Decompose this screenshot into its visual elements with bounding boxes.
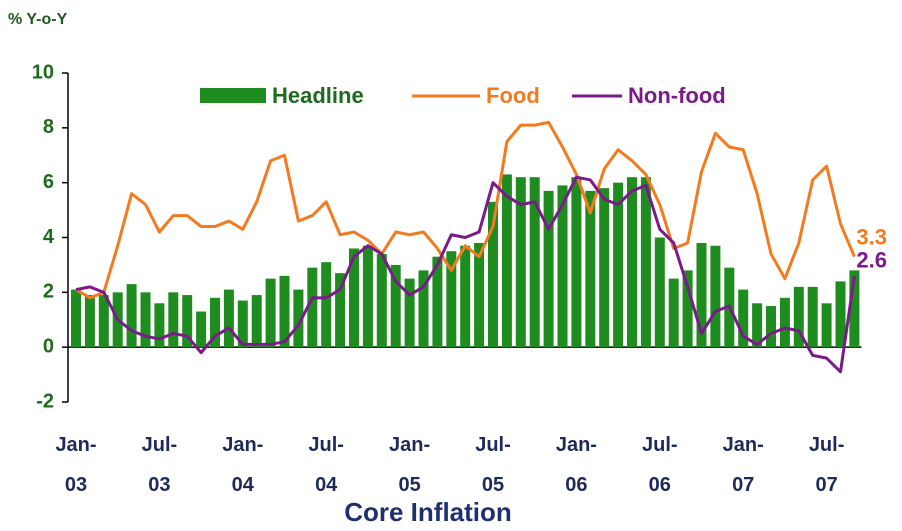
- bar: [376, 253, 387, 348]
- bar: [501, 174, 512, 348]
- x-tick-label: Jul- 05: [475, 434, 511, 496]
- bar: [515, 177, 526, 348]
- bar: [710, 245, 721, 348]
- legend-swatch: [200, 88, 266, 103]
- bar: [752, 303, 763, 348]
- bar: [738, 289, 749, 348]
- x-tick-label: Jul- 07: [808, 434, 845, 496]
- bar: [279, 275, 290, 348]
- legend-label: Headline: [272, 83, 364, 108]
- bar: [766, 306, 776, 348]
- bar: [404, 278, 415, 348]
- bar: [265, 278, 276, 348]
- bar: [321, 262, 332, 348]
- legend-label: Non-food: [628, 83, 726, 108]
- y-tick-label: 10: [32, 61, 54, 83]
- bar: [571, 177, 582, 348]
- bar: [682, 270, 693, 348]
- bar: [585, 190, 596, 348]
- chart-title: Core Inflation: [344, 497, 512, 527]
- bar: [529, 177, 540, 348]
- y-tick-label: 4: [43, 226, 55, 248]
- end-label: 3.3: [856, 225, 887, 250]
- y-tick-label: 8: [43, 116, 54, 138]
- bar: [460, 245, 471, 348]
- bar: [432, 256, 443, 348]
- bar: [196, 311, 207, 348]
- x-tick-label: Jan- 07: [722, 434, 764, 496]
- bar: [168, 292, 179, 348]
- bar: [237, 300, 248, 348]
- x-tick-label: Jul- 03: [141, 434, 178, 496]
- x-tick-label: Jan- 03: [55, 434, 97, 496]
- line: [75, 120, 856, 300]
- bar: [557, 185, 568, 348]
- bar: [71, 289, 81, 348]
- line: [75, 175, 856, 374]
- bar: [362, 245, 373, 348]
- bar: [474, 242, 485, 348]
- bar: [446, 251, 457, 348]
- bar: [488, 201, 498, 348]
- bar: [543, 190, 554, 348]
- bar: [140, 292, 151, 348]
- y-tick-label: 6: [43, 171, 54, 193]
- x-tick-label: Jul- 04: [308, 434, 344, 496]
- bar: [696, 242, 707, 348]
- y-axis-label: % Y-o-Y: [8, 11, 68, 28]
- bar: [182, 295, 193, 348]
- bar: [335, 273, 346, 348]
- x-tick-label: Jan- 04: [222, 434, 264, 496]
- bar: [654, 237, 665, 348]
- bar: [307, 267, 318, 348]
- x-tick-label: Jan- 06: [555, 434, 597, 496]
- bar: [807, 286, 818, 348]
- y-tick-label: -2: [36, 390, 54, 412]
- bar: [418, 270, 429, 348]
- legend-label: Food: [486, 83, 540, 108]
- bar: [599, 188, 610, 348]
- bar: [210, 297, 220, 348]
- y-tick-label: 0: [43, 335, 54, 357]
- bar: [349, 248, 359, 348]
- end-label: 2.6: [856, 248, 887, 273]
- x-tick-label: Jan- 05: [389, 434, 431, 496]
- bar: [251, 295, 262, 348]
- bar: [223, 289, 234, 348]
- bar: [627, 177, 637, 348]
- y-tick-label: 2: [43, 281, 54, 303]
- bar: [821, 303, 832, 348]
- bar: [293, 289, 304, 348]
- bar: [613, 182, 624, 348]
- bar: [154, 303, 165, 348]
- bar: [779, 297, 790, 348]
- bar: [98, 295, 109, 348]
- bar: [835, 281, 846, 348]
- bar: [84, 295, 95, 348]
- x-tick-label: Jul- 06: [642, 434, 678, 496]
- bar: [793, 286, 804, 348]
- bar: [668, 278, 679, 348]
- bar: [390, 264, 401, 348]
- bar: [640, 177, 651, 348]
- bar: [849, 270, 860, 348]
- bar: [126, 284, 137, 348]
